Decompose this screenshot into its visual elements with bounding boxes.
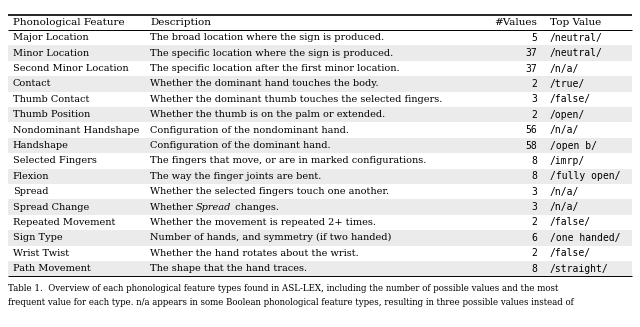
Text: Whether the thumb is on the palm or extended.: Whether the thumb is on the palm or exte… <box>150 110 386 119</box>
Bar <box>8 107 632 122</box>
Text: Flexion: Flexion <box>13 172 49 181</box>
Text: /open/: /open/ <box>550 110 585 120</box>
Text: /false/: /false/ <box>550 95 591 104</box>
Text: 3: 3 <box>531 95 537 104</box>
Bar <box>8 76 632 92</box>
Text: Major Location: Major Location <box>13 33 88 42</box>
Text: Spread: Spread <box>13 187 48 196</box>
Text: The fingers that move, or are in marked configurations.: The fingers that move, or are in marked … <box>150 156 427 165</box>
Text: /n/a/: /n/a/ <box>550 125 579 135</box>
Text: 56: 56 <box>525 125 537 135</box>
Text: changes.: changes. <box>232 202 278 212</box>
Text: /n/a/: /n/a/ <box>550 187 579 197</box>
Text: Thumb Contact: Thumb Contact <box>13 95 89 104</box>
Text: The shape that the hand traces.: The shape that the hand traces. <box>150 264 308 273</box>
Text: Handshape: Handshape <box>13 141 68 150</box>
Text: 6: 6 <box>531 233 537 243</box>
Text: Whether the dominant hand touches the body.: Whether the dominant hand touches the bo… <box>150 79 379 89</box>
Text: Path Movement: Path Movement <box>13 264 90 273</box>
Text: frequent value for each type. n/a appears in some Boolean phonological feature t: frequent value for each type. n/a appear… <box>8 298 573 307</box>
Text: Table 1.  Overview of each phonological feature types found in ASL-LEX, includin: Table 1. Overview of each phonological f… <box>8 284 558 294</box>
Bar <box>8 169 632 184</box>
Text: /neutral/: /neutral/ <box>550 33 603 43</box>
Text: Spread: Spread <box>196 202 232 212</box>
Text: Repeated Movement: Repeated Movement <box>13 218 115 227</box>
Text: Whether the selected fingers touch one another.: Whether the selected fingers touch one a… <box>150 187 390 196</box>
Text: 37: 37 <box>525 63 537 74</box>
Text: Nondominant Handshape: Nondominant Handshape <box>13 126 139 135</box>
Text: Phonological Feature: Phonological Feature <box>13 18 124 27</box>
Text: 2: 2 <box>531 248 537 258</box>
Text: The way the finger joints are bent.: The way the finger joints are bent. <box>150 172 322 181</box>
Text: 8: 8 <box>531 156 537 166</box>
Text: Wrist Twist: Wrist Twist <box>13 249 69 258</box>
Text: 8: 8 <box>531 171 537 181</box>
Bar <box>8 45 632 61</box>
Text: /false/: /false/ <box>550 248 591 258</box>
Text: Whether the movement is repeated 2+ times.: Whether the movement is repeated 2+ time… <box>150 218 376 227</box>
Text: 2: 2 <box>531 79 537 89</box>
Text: /n/a/: /n/a/ <box>550 202 579 212</box>
Text: /neutral/: /neutral/ <box>550 48 603 58</box>
Text: Sign Type: Sign Type <box>13 233 63 242</box>
Text: /fully open/: /fully open/ <box>550 171 620 181</box>
Text: Whether: Whether <box>150 202 196 212</box>
Text: /open b/: /open b/ <box>550 141 596 150</box>
Text: Number of hands, and symmetry (if two handed): Number of hands, and symmetry (if two ha… <box>150 233 392 242</box>
Bar <box>8 138 632 153</box>
Text: Top Value: Top Value <box>550 18 601 27</box>
Text: /false/: /false/ <box>550 217 591 228</box>
Text: 3: 3 <box>531 187 537 197</box>
Text: /n/a/: /n/a/ <box>550 63 579 74</box>
Text: Whether the hand rotates about the wrist.: Whether the hand rotates about the wrist… <box>150 249 359 258</box>
Text: Thumb Position: Thumb Position <box>13 110 90 119</box>
Text: Minor Location: Minor Location <box>13 49 89 58</box>
Text: Second Minor Location: Second Minor Location <box>13 64 129 73</box>
Text: Contact: Contact <box>13 79 51 89</box>
Text: /straight/: /straight/ <box>550 264 609 274</box>
Text: /true/: /true/ <box>550 79 585 89</box>
Text: 2: 2 <box>531 217 537 228</box>
Text: Selected Fingers: Selected Fingers <box>13 156 97 165</box>
Text: Configuration of the dominant hand.: Configuration of the dominant hand. <box>150 141 331 150</box>
Text: 8: 8 <box>531 264 537 274</box>
Text: /one handed/: /one handed/ <box>550 233 620 243</box>
Text: Whether the dominant thumb touches the selected fingers.: Whether the dominant thumb touches the s… <box>150 95 443 104</box>
Text: The specific location after the first minor location.: The specific location after the first mi… <box>150 64 400 73</box>
Text: #Values: #Values <box>494 18 537 27</box>
Bar <box>8 261 632 276</box>
Text: Spread Change: Spread Change <box>13 202 89 212</box>
Text: 5: 5 <box>531 33 537 43</box>
Bar <box>8 230 632 246</box>
Text: The specific location where the sign is produced.: The specific location where the sign is … <box>150 49 394 58</box>
Text: /imrp/: /imrp/ <box>550 156 585 166</box>
Text: 2: 2 <box>531 110 537 120</box>
Text: Configuration of the nondominant hand.: Configuration of the nondominant hand. <box>150 126 349 135</box>
Text: Description: Description <box>150 18 211 27</box>
Text: 37: 37 <box>525 48 537 58</box>
Bar <box>8 199 632 215</box>
Text: 58: 58 <box>525 141 537 150</box>
Text: 3: 3 <box>531 202 537 212</box>
Text: The broad location where the sign is produced.: The broad location where the sign is pro… <box>150 33 385 42</box>
